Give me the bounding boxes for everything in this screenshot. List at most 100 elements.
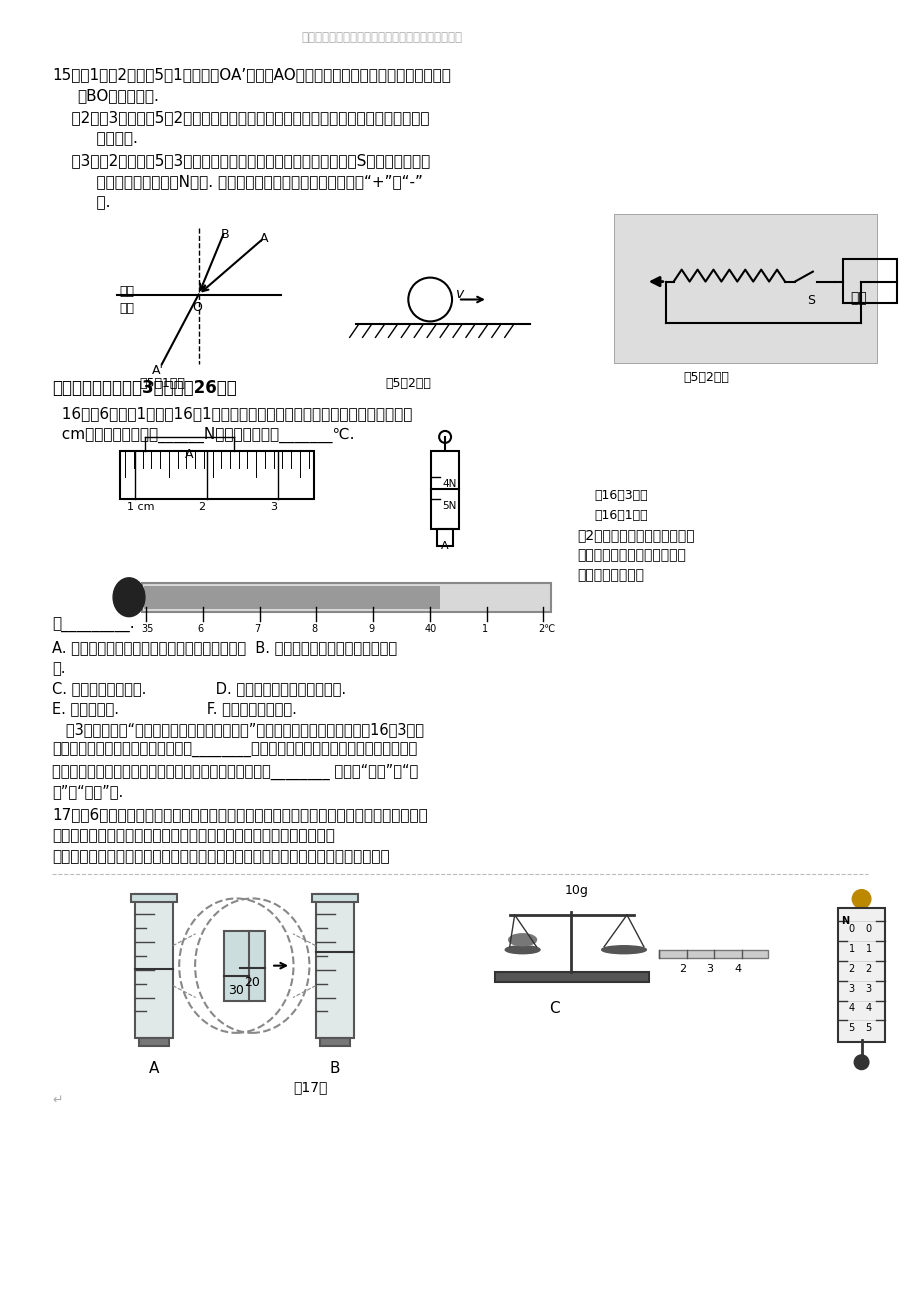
Text: E. 取出温度计.                   F. 记录温度计的读数.: E. 取出温度计. F. 记录温度计的读数. bbox=[52, 700, 297, 716]
Text: 35: 35 bbox=[141, 624, 153, 634]
Circle shape bbox=[854, 1055, 868, 1069]
Bar bbox=[315, 894, 353, 1038]
Text: 线BO的折射光线.: 线BO的折射光线. bbox=[77, 89, 159, 103]
Bar bbox=[312, 894, 357, 902]
Text: S: S bbox=[806, 293, 814, 306]
Ellipse shape bbox=[505, 945, 539, 953]
Text: A: A bbox=[440, 542, 448, 552]
Text: 领16（3）图: 领16（3）图 bbox=[594, 488, 647, 501]
Text: 30: 30 bbox=[228, 983, 244, 996]
Bar bbox=[494, 971, 648, 982]
Ellipse shape bbox=[113, 578, 145, 617]
Bar bbox=[240, 931, 265, 1000]
Text: 2: 2 bbox=[199, 501, 206, 512]
Bar bbox=[139, 1038, 168, 1047]
Text: 0: 0 bbox=[847, 924, 854, 934]
Text: A. 观察温度计的测量范围，选取合适的温度计．  B. 用手试一下热水，估计热水的温: A. 观察温度计的测量范围，选取合适的温度计． B. 用手试一下热水，估计热水的… bbox=[52, 641, 397, 655]
Text: 来_________.: 来_________. bbox=[52, 618, 135, 633]
Text: v: v bbox=[456, 286, 464, 301]
Bar bbox=[437, 529, 452, 547]
Ellipse shape bbox=[508, 934, 536, 945]
Bar bbox=[143, 586, 439, 609]
Text: （3）小华在做“探究影响滑动摩擦力大小因素”的实验时，其中一步操作如领16（3）图: （3）小华在做“探究影响滑动摩擦力大小因素”的实验时，其中一步操作如领16（3）… bbox=[52, 721, 424, 737]
Text: （2）下面是用普通温度计测量: （2）下面是用普通温度计测量 bbox=[576, 529, 694, 543]
Text: 1 cm: 1 cm bbox=[127, 501, 154, 512]
Text: 度.: 度. bbox=[52, 661, 66, 676]
Text: 4: 4 bbox=[847, 1004, 854, 1013]
Text: 5: 5 bbox=[847, 1023, 854, 1034]
Bar bbox=[320, 1038, 349, 1047]
Text: 4: 4 bbox=[865, 1004, 870, 1013]
Text: 题5（1）图: 题5（1）图 bbox=[139, 378, 185, 391]
Bar bbox=[130, 894, 176, 902]
Bar bbox=[842, 259, 896, 303]
Text: 的木板运动到光滑的木板上，则木块受到的滑动摩擦力将________ （选填“变大”、“变: 的木板运动到光滑的木板上，则木块受到的滑动摩擦力将________ （选填“变大… bbox=[52, 763, 418, 780]
Circle shape bbox=[852, 891, 869, 907]
Text: 9: 9 bbox=[368, 624, 374, 634]
Text: 3: 3 bbox=[865, 983, 870, 993]
Bar bbox=[613, 214, 877, 363]
Ellipse shape bbox=[601, 945, 646, 953]
Text: 所示，这样操作的错误是：物体不在________上运动．纠正错误后，若使木块由铺有毛巾: 所示，这样操作的错误是：物体不在________上运动．纠正错误后，若使木块由铺… bbox=[52, 742, 417, 758]
Text: 7: 7 bbox=[255, 624, 260, 634]
Text: 文档供参考，可复制、编辑，期待您的好评与关注！: 文档供参考，可复制、编辑，期待您的好评与关注！ bbox=[301, 31, 461, 44]
Text: 4N: 4N bbox=[442, 479, 456, 488]
Bar bbox=[135, 894, 173, 1038]
Text: 16．（6分）（1）如领16（1）图所示，请写出以下仪器的读数：物体的长度是: 16．（6分）（1）如领16（1）图所示，请写出以下仪器的读数：物体的长度是 bbox=[52, 406, 413, 421]
Text: 5N: 5N bbox=[442, 501, 456, 510]
Text: 四、实验题（本大题3小题，入26分）: 四、实验题（本大题3小题，入26分） bbox=[52, 379, 237, 397]
Text: 17．（6分）美术课上同学们用橡皮泥捿动物模型时，想知道橡皮泥的密度有多大。课后，: 17．（6分）美术课上同学们用橡皮泥捿动物模型时，想知道橡皮泥的密度有多大。课后… bbox=[52, 807, 427, 823]
Text: 方案一：选择天平、量筒、水和细线进行实验操作，实验过程按下图所示顺序进行。: 方案一：选择天平、量筒、水和细线进行实验操作，实验过程按下图所示顺序进行。 bbox=[52, 849, 390, 865]
Text: 图所示（涂黑端表示N极）. 请在图中标出螺线管的磁极、电源的“+”、“-”: 图所示（涂黑端表示N极）. 请在图中标出螺线管的磁极、电源的“+”、“-” bbox=[77, 174, 423, 189]
Text: 2: 2 bbox=[865, 963, 871, 974]
Text: A: A bbox=[149, 1061, 159, 1077]
Text: 10g: 10g bbox=[563, 884, 587, 897]
Text: 领17图: 领17图 bbox=[293, 1081, 328, 1094]
Text: B: B bbox=[221, 228, 229, 241]
Text: 20: 20 bbox=[244, 975, 260, 988]
Text: B: B bbox=[329, 1061, 340, 1077]
Text: （2）（3分）如题5（2）图所示为桌上离开球杆后向前滚动的台球，试作出台球受力: （2）（3分）如题5（2）图所示为桌上离开球杆后向前滚动的台球，试作出台球受力 bbox=[52, 111, 429, 125]
Text: 8: 8 bbox=[311, 624, 317, 634]
Text: 15．（1）（2分）题5（1）图中，OA’是光线AO的折射光线，请在图中大致画出入射光: 15．（1）（2分）题5（1）图中，OA’是光线AO的折射光线，请在图中大致画出… bbox=[52, 68, 451, 82]
Text: O: O bbox=[192, 302, 202, 315]
Text: A: A bbox=[260, 232, 268, 245]
Text: 4: 4 bbox=[733, 963, 741, 974]
Text: C: C bbox=[549, 1001, 559, 1017]
Text: 2: 2 bbox=[847, 963, 854, 974]
Text: 空气: 空气 bbox=[119, 285, 134, 298]
Text: （3）（2分）如题5（3）图所示，一螺线管与电源相连，接通开关S后小磁针指向如: （3）（2分）如题5（3）图所示，一螺线管与电源相连，接通开关S后小磁针指向如 bbox=[52, 154, 430, 168]
Text: 小”或“不变”）.: 小”或“不变”）. bbox=[52, 784, 123, 799]
Text: 玻璃: 玻璃 bbox=[119, 302, 134, 315]
Text: 题5（2）图: 题5（2）图 bbox=[683, 371, 729, 384]
Bar bbox=[224, 931, 249, 1000]
Text: 领16（1）图: 领16（1）图 bbox=[594, 509, 647, 522]
Text: cm，弹簧秤的示数是______N，体温计示数是_______℃.: cm，弹簧秤的示数是______N，体温计示数是_______℃. bbox=[52, 427, 355, 443]
Text: 极.: 极. bbox=[77, 195, 110, 210]
Text: 1: 1 bbox=[847, 944, 854, 954]
Text: 2: 2 bbox=[678, 963, 685, 974]
Text: 1: 1 bbox=[482, 624, 487, 634]
Bar bbox=[658, 949, 767, 958]
Text: ↵: ↵ bbox=[52, 1094, 62, 1107]
Text: 0: 0 bbox=[865, 924, 870, 934]
Text: 1: 1 bbox=[865, 944, 870, 954]
Text: 6: 6 bbox=[198, 624, 204, 634]
Text: 40: 40 bbox=[425, 624, 437, 634]
Text: 热水温度的操作步骤，请将正: 热水温度的操作步骤，请将正 bbox=[576, 548, 686, 562]
Bar bbox=[837, 907, 884, 1043]
Bar bbox=[431, 450, 459, 529]
Text: 3: 3 bbox=[270, 501, 277, 512]
Text: 电源: 电源 bbox=[850, 292, 867, 306]
Text: 3: 3 bbox=[706, 963, 713, 974]
Text: 5: 5 bbox=[865, 1023, 871, 1034]
Text: N: N bbox=[840, 915, 848, 926]
Text: 确的操作顺序写出: 确的操作顺序写出 bbox=[576, 569, 643, 582]
Text: 的示意图.: 的示意图. bbox=[77, 132, 138, 146]
Text: 3: 3 bbox=[847, 983, 854, 993]
Text: 他们取了同一块橡皮泥，采用了两种实验方案，来测量橡皮泥的密度。: 他们取了同一块橡皮泥，采用了两种实验方案，来测量橡皮泥的密度。 bbox=[52, 828, 335, 844]
Bar bbox=[142, 583, 550, 612]
Text: A': A' bbox=[152, 365, 164, 378]
Text: C. 观察温度计的读数.               D. 使温度计与热水接触几分钟.: C. 观察温度计的读数. D. 使温度计与热水接触几分钟. bbox=[52, 681, 346, 695]
Text: A: A bbox=[186, 448, 194, 461]
